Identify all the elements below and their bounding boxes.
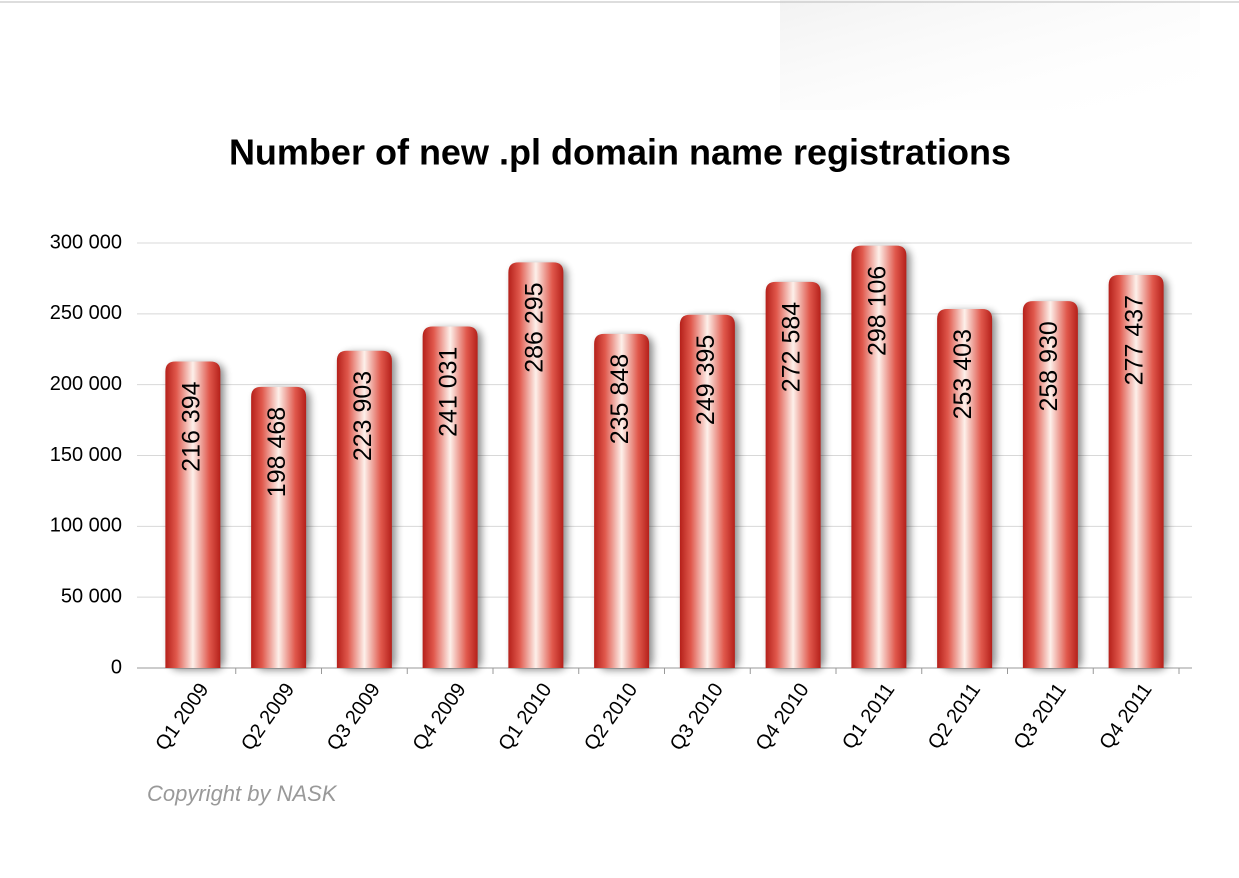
data-label: 253 403 [949,329,977,419]
bar [594,333,650,668]
data-label: 198 468 [263,407,291,497]
data-label: 235 848 [606,354,634,444]
bar [508,262,564,668]
bar [1022,301,1078,668]
chart-title: Number of new .pl domain name registrati… [229,132,1011,173]
data-label: 272 584 [778,302,806,392]
bar [251,386,307,668]
bar [679,314,735,668]
y-tick-label: 0 [111,656,122,678]
data-label: 298 106 [863,266,891,356]
data-label: 286 295 [520,282,548,372]
bar [336,350,392,668]
y-tick-label: 100 000 [50,515,122,537]
data-label: 277 437 [1121,295,1149,385]
decoration [780,0,1200,110]
copyright: Copyright by NASK [147,781,338,806]
bar [165,361,221,668]
y-tick-label: 300 000 [50,231,122,253]
bar [937,309,993,668]
bar [422,326,478,668]
y-tick-label: 150 000 [50,444,122,466]
y-tick-label: 50 000 [61,585,122,607]
data-label: 249 395 [692,335,720,425]
y-tick-label: 200 000 [50,373,122,395]
data-label: 223 903 [349,371,377,461]
bar [1108,274,1164,668]
data-label: 216 394 [177,381,205,471]
bar [765,281,821,668]
y-tick-label: 250 000 [50,302,122,324]
bar [851,245,907,668]
data-label: 258 930 [1035,321,1063,411]
data-label: 241 031 [435,347,463,437]
